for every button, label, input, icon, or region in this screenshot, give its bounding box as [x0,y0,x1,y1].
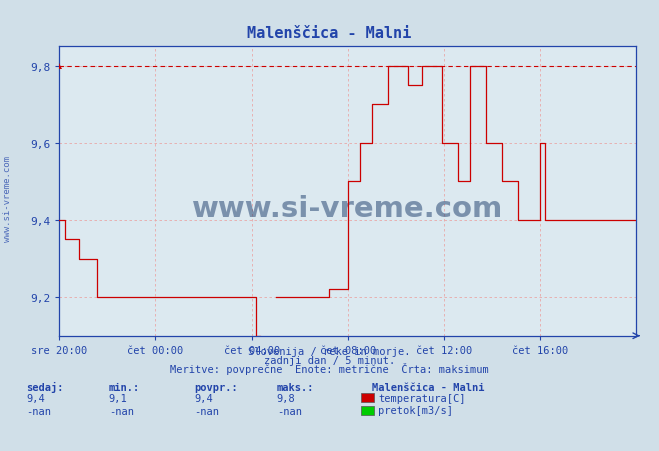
Text: min.:: min.: [109,382,140,392]
Text: www.si-vreme.com: www.si-vreme.com [3,156,13,241]
Text: Malenščica - Malni: Malenščica - Malni [372,382,485,392]
Text: 9,8: 9,8 [277,393,295,403]
Text: -nan: -nan [277,406,302,416]
Text: pretok[m3/s]: pretok[m3/s] [378,405,453,415]
Text: Malenščica - Malni: Malenščica - Malni [247,26,412,41]
Text: -nan: -nan [109,406,134,416]
Text: zadnji dan / 5 minut.: zadnji dan / 5 minut. [264,355,395,365]
Text: 9,1: 9,1 [109,393,127,403]
Text: Slovenija / reke in morje.: Slovenija / reke in morje. [248,346,411,356]
Text: sedaj:: sedaj: [26,381,64,392]
Text: povpr.:: povpr.: [194,382,238,392]
Text: Meritve: povprečne  Enote: metrične  Črta: maksimum: Meritve: povprečne Enote: metrične Črta:… [170,362,489,374]
Text: www.si-vreme.com: www.si-vreme.com [192,195,503,223]
Text: -nan: -nan [194,406,219,416]
Text: 9,4: 9,4 [26,393,45,403]
Text: 9,4: 9,4 [194,393,213,403]
Text: temperatura[C]: temperatura[C] [378,393,466,403]
Text: maks.:: maks.: [277,382,314,392]
Text: -nan: -nan [26,406,51,416]
